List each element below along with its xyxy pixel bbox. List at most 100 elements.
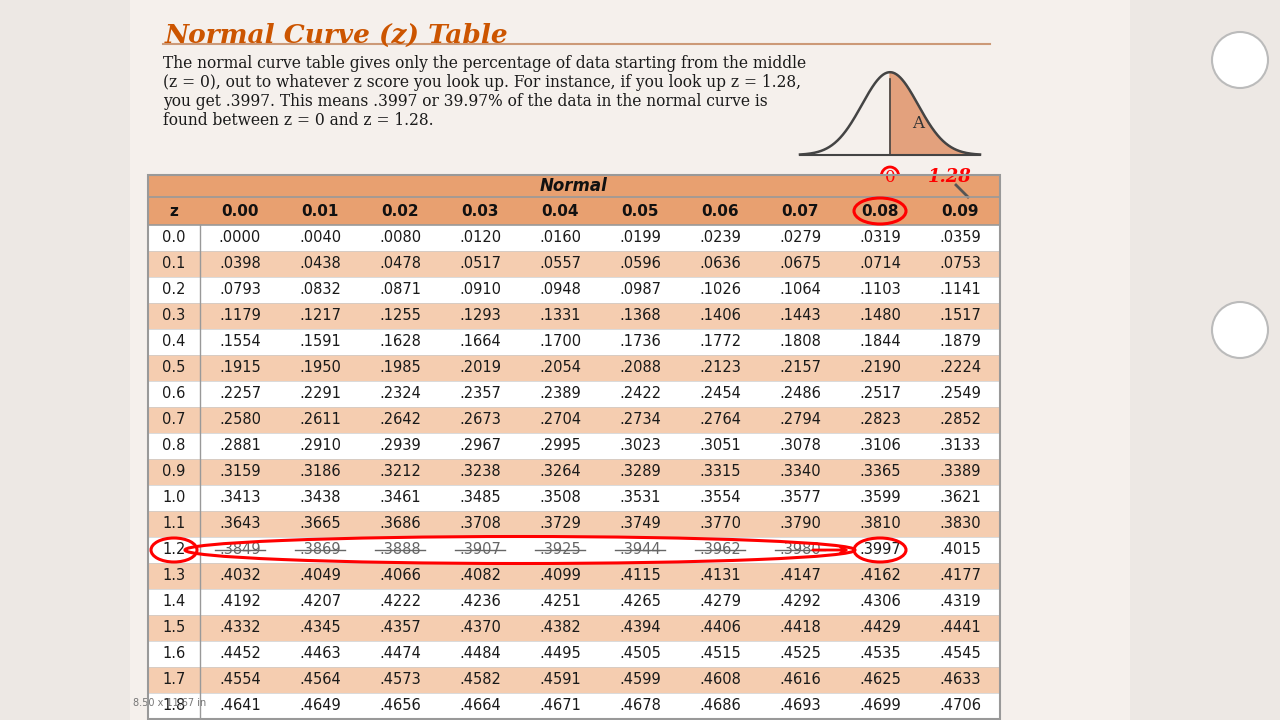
Text: 1.0: 1.0 xyxy=(163,490,186,505)
Text: .2967: .2967 xyxy=(460,438,500,454)
Text: .2486: .2486 xyxy=(780,387,820,402)
Text: .4332: .4332 xyxy=(219,621,261,636)
Text: .4535: .4535 xyxy=(859,647,901,662)
Text: .4591: .4591 xyxy=(539,672,581,688)
Bar xyxy=(131,0,1130,720)
Text: .3078: .3078 xyxy=(780,438,820,454)
Text: .4515: .4515 xyxy=(699,647,741,662)
Text: 0: 0 xyxy=(884,168,895,186)
Text: .1064: .1064 xyxy=(780,282,820,297)
Bar xyxy=(148,667,1000,693)
Text: .2823: .2823 xyxy=(859,413,901,428)
Text: .4495: .4495 xyxy=(539,647,581,662)
Text: .2939: .2939 xyxy=(379,438,421,454)
Text: 1.7: 1.7 xyxy=(163,672,186,688)
Text: .3599: .3599 xyxy=(859,490,901,505)
Text: .4306: .4306 xyxy=(859,595,901,610)
Bar xyxy=(148,329,1000,355)
Text: .3749: .3749 xyxy=(620,516,660,531)
Text: .4192: .4192 xyxy=(219,595,261,610)
Text: .2910: .2910 xyxy=(300,438,340,454)
Text: 1.3: 1.3 xyxy=(163,569,186,583)
Text: .4641: .4641 xyxy=(219,698,261,714)
Text: .3962: .3962 xyxy=(699,542,741,557)
Text: .3849: .3849 xyxy=(219,542,261,557)
Text: .4131: .4131 xyxy=(699,569,741,583)
Text: .1179: .1179 xyxy=(219,308,261,323)
Text: .4656: .4656 xyxy=(379,698,421,714)
Text: .0753: .0753 xyxy=(940,256,980,271)
Text: .4251: .4251 xyxy=(539,595,581,610)
Text: .2764: .2764 xyxy=(699,413,741,428)
Bar xyxy=(148,355,1000,381)
Text: 0.05: 0.05 xyxy=(621,204,659,218)
Text: .4678: .4678 xyxy=(620,698,660,714)
Text: .0239: .0239 xyxy=(699,230,741,246)
Text: .2580: .2580 xyxy=(219,413,261,428)
Text: .1736: .1736 xyxy=(620,335,660,349)
Text: 1.4: 1.4 xyxy=(163,595,186,610)
Text: .3413: .3413 xyxy=(219,490,261,505)
Text: 0.06: 0.06 xyxy=(701,204,739,218)
Text: .2673: .2673 xyxy=(460,413,500,428)
Text: .4573: .4573 xyxy=(379,672,421,688)
Text: 0.08: 0.08 xyxy=(861,204,899,218)
Text: .4357: .4357 xyxy=(379,621,421,636)
Text: .4015: .4015 xyxy=(940,542,980,557)
Text: 1.1: 1.1 xyxy=(163,516,186,531)
Text: .4279: .4279 xyxy=(699,595,741,610)
Text: .4066: .4066 xyxy=(379,569,421,583)
Text: .2291: .2291 xyxy=(300,387,340,402)
Text: .3577: .3577 xyxy=(780,490,820,505)
Text: .3997: .3997 xyxy=(859,542,901,557)
Text: .3212: .3212 xyxy=(379,464,421,480)
Text: .4525: .4525 xyxy=(780,647,820,662)
Text: .4265: .4265 xyxy=(620,595,660,610)
Text: The normal curve table gives only the percentage of data starting from the middl: The normal curve table gives only the pe… xyxy=(163,55,806,72)
Text: .3023: .3023 xyxy=(620,438,660,454)
Text: .0636: .0636 xyxy=(699,256,741,271)
Bar xyxy=(148,459,1000,485)
Text: .4382: .4382 xyxy=(539,621,581,636)
Text: (z = 0), out to whatever z score you look up. For instance, if you look up z = 1: (z = 0), out to whatever z score you loo… xyxy=(163,74,801,91)
Text: 1.28: 1.28 xyxy=(928,168,972,186)
Text: .1808: .1808 xyxy=(780,335,820,349)
Text: .2357: .2357 xyxy=(460,387,500,402)
Text: 1.8: 1.8 xyxy=(163,698,186,714)
Text: .1293: .1293 xyxy=(460,308,500,323)
Text: .1554: .1554 xyxy=(219,335,261,349)
Text: .3340: .3340 xyxy=(780,464,820,480)
Text: .4207: .4207 xyxy=(300,595,340,610)
Text: .4099: .4099 xyxy=(539,569,581,583)
Text: .2123: .2123 xyxy=(699,361,741,376)
Text: .3554: .3554 xyxy=(699,490,741,505)
Text: .4177: .4177 xyxy=(940,569,980,583)
Bar xyxy=(148,693,1000,719)
Text: you get .3997. This means .3997 or 39.97% of the data in the normal curve is: you get .3997. This means .3997 or 39.97… xyxy=(163,93,768,110)
Text: 1.2: 1.2 xyxy=(163,542,186,557)
Text: .2881: .2881 xyxy=(219,438,261,454)
Bar xyxy=(148,225,1000,251)
Text: Normal Curve (z) Table: Normal Curve (z) Table xyxy=(165,23,508,48)
Text: .4115: .4115 xyxy=(620,569,660,583)
Text: .3810: .3810 xyxy=(859,516,901,531)
Text: .3186: .3186 xyxy=(300,464,340,480)
Text: .1331: .1331 xyxy=(539,308,581,323)
Text: .1772: .1772 xyxy=(699,335,741,349)
Text: .1915: .1915 xyxy=(219,361,261,376)
Text: .2995: .2995 xyxy=(539,438,581,454)
Text: .4474: .4474 xyxy=(379,647,421,662)
Text: 0.5: 0.5 xyxy=(163,361,186,376)
Text: 0.2: 0.2 xyxy=(163,282,186,297)
Text: .2019: .2019 xyxy=(460,361,500,376)
Circle shape xyxy=(1212,32,1268,88)
Text: .4664: .4664 xyxy=(460,698,500,714)
Text: .4370: .4370 xyxy=(460,621,500,636)
Text: .4418: .4418 xyxy=(780,621,820,636)
Text: .4545: .4545 xyxy=(940,647,980,662)
Text: .3485: .3485 xyxy=(460,490,500,505)
Text: 0.1: 0.1 xyxy=(163,256,186,271)
Bar xyxy=(148,381,1000,407)
Text: .0675: .0675 xyxy=(780,256,820,271)
Text: .0714: .0714 xyxy=(859,256,901,271)
